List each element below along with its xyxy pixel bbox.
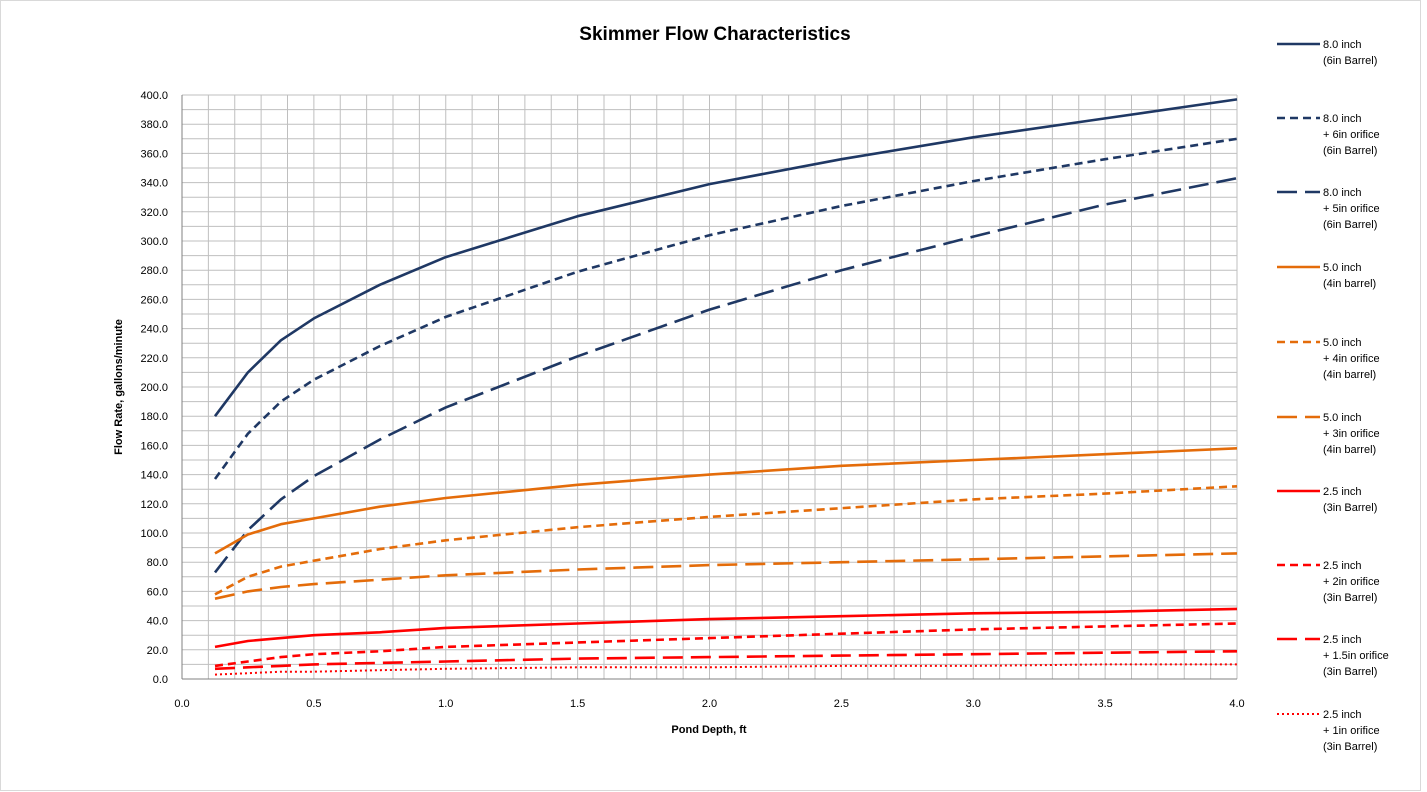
y-axis-label: Flow Rate, gallons/minute: [113, 319, 125, 455]
tick-labels: 0.0 0.5 1.0 1.5 2.0 2.5 3.0 3.5 4.0 0.0 20.0 40.0 60…: [140, 90, 1244, 710]
legend-label-5: 5.0 inch + 4in orifice (4in barrel): [1323, 337, 1380, 381]
y-tick-label: 40.0: [147, 616, 168, 628]
y-tick-label: 140.0: [140, 470, 168, 482]
y-tick-label: 100.0: [140, 528, 168, 540]
grid: [181, 94, 1238, 680]
legend-label-9: 2.5 inch + 1.5in orifice (3in Barrel): [1323, 634, 1389, 678]
series-line-7: [214, 607, 1238, 649]
y-tick-label: 400.0: [140, 90, 168, 102]
y-tick-label: 220.0: [140, 353, 168, 365]
series-line-3: [213, 176, 1238, 574]
x-tick-label: 3.5: [1097, 698, 1112, 710]
series-line-5: [214, 485, 1238, 596]
y-tick-label: 0.0: [153, 674, 168, 686]
y-tick-label: 380.0: [140, 119, 168, 131]
x-axis-label: Pond Depth, ft: [671, 724, 746, 736]
y-tick-label: 120.0: [140, 499, 168, 511]
y-tick-label: 320.0: [140, 207, 168, 219]
series-line-1: [213, 98, 1238, 417]
legend-label-8: 2.5 inch + 2in orifice (3in Barrel): [1323, 560, 1380, 604]
y-tick-label: 160.0: [140, 440, 168, 452]
y-tick-label: 240.0: [140, 324, 168, 336]
chart-title: Skimmer Flow Characteristics: [579, 24, 850, 45]
x-tick-label: 0.5: [306, 698, 321, 710]
series-line-6: [214, 552, 1238, 600]
y-tick-label: 260.0: [140, 294, 168, 306]
y-tick-label: 80.0: [147, 557, 168, 569]
y-tick-label: 60.0: [147, 586, 168, 598]
series-line-10: [214, 663, 1237, 676]
y-tick-label: 340.0: [140, 178, 168, 190]
x-tick-label: 1.5: [570, 698, 585, 710]
x-tick-label: 2.5: [834, 698, 849, 710]
legend: 8.0 inch (6in Barrel) 8.0 inch + 6in orific…: [1277, 39, 1389, 753]
series-line-9: [214, 650, 1238, 671]
series-lines: [213, 98, 1238, 676]
series-line-8: [214, 622, 1238, 668]
y-tick-label: 280.0: [140, 265, 168, 277]
y-tick-label: 200.0: [140, 382, 168, 394]
x-tick-label: 0.0: [174, 698, 189, 710]
legend-label-1: 8.0 inch (6in Barrel): [1323, 39, 1377, 67]
x-tick-label: 3.0: [966, 698, 981, 710]
x-tick-label: 1.0: [438, 698, 453, 710]
series-line-2: [213, 137, 1238, 480]
x-tick-label: 2.0: [702, 698, 717, 710]
legend-label-7: 2.5 inch (3in Barrel): [1323, 486, 1377, 514]
y-tick-label: 180.0: [140, 411, 168, 423]
legend-label-10: 2.5 inch + 1in orifice (3in Barrel): [1323, 709, 1380, 753]
legend-label-2: 8.0 inch + 6in orifice (6in Barrel): [1323, 113, 1380, 157]
y-tick-label: 20.0: [147, 645, 168, 657]
y-tick-label: 300.0: [140, 236, 168, 248]
legend-label-6: 5.0 inch + 3in orifice (4in barrel): [1323, 412, 1380, 456]
series-line-4: [214, 447, 1238, 555]
y-tick-label: 360.0: [140, 148, 168, 160]
legend-label-3: 8.0 inch + 5in orifice (6in Barrel): [1323, 187, 1380, 231]
x-tick-label: 4.0: [1229, 698, 1244, 710]
legend-label-4: 5.0 inch (4in barrel): [1323, 262, 1376, 290]
